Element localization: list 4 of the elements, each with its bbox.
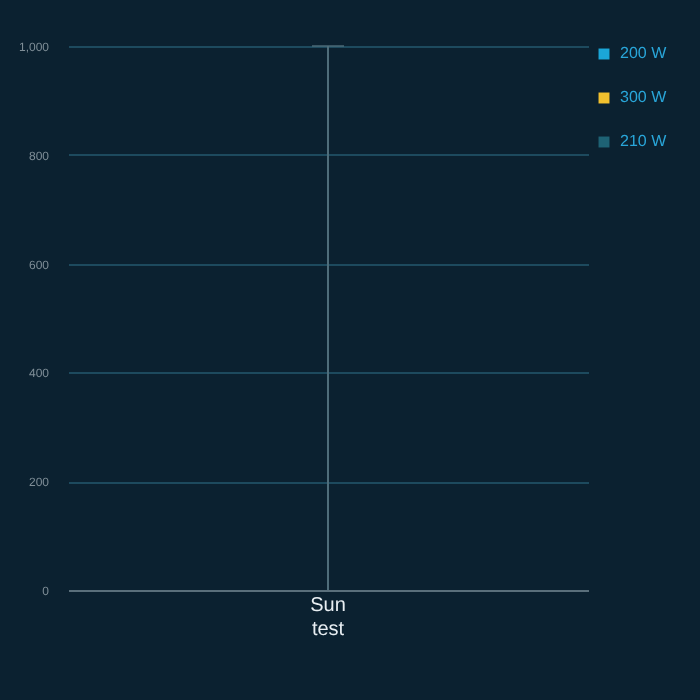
legend-label: 210 W: [620, 132, 668, 150]
x-tick-label: Sun test: [310, 595, 346, 641]
legend-label: 300 W: [620, 88, 668, 106]
legend-label: 200 W: [620, 44, 668, 62]
